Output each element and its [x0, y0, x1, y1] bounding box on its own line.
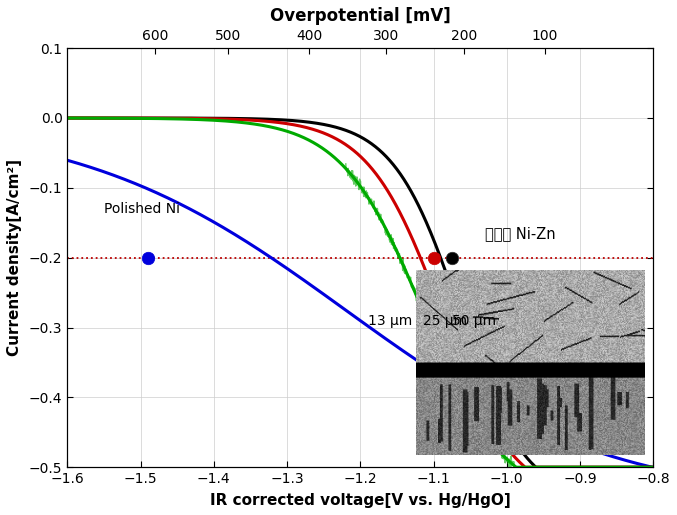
Text: 50 μm: 50 μm	[452, 314, 496, 328]
X-axis label: Overpotential [mV]: Overpotential [mV]	[270, 7, 451, 25]
Y-axis label: Current density[A/cm²]: Current density[A/cm²]	[7, 159, 22, 356]
Text: 13 μm: 13 μm	[368, 314, 412, 328]
X-axis label: IR corrected voltage[V vs. Hg/HgO]: IR corrected voltage[V vs. Hg/HgO]	[210, 493, 510, 508]
Text: 25 μm: 25 μm	[422, 314, 466, 328]
Text: 다공성 Ni-Zn: 다공성 Ni-Zn	[485, 226, 555, 241]
Text: Polished Ni: Polished Ni	[104, 202, 180, 216]
